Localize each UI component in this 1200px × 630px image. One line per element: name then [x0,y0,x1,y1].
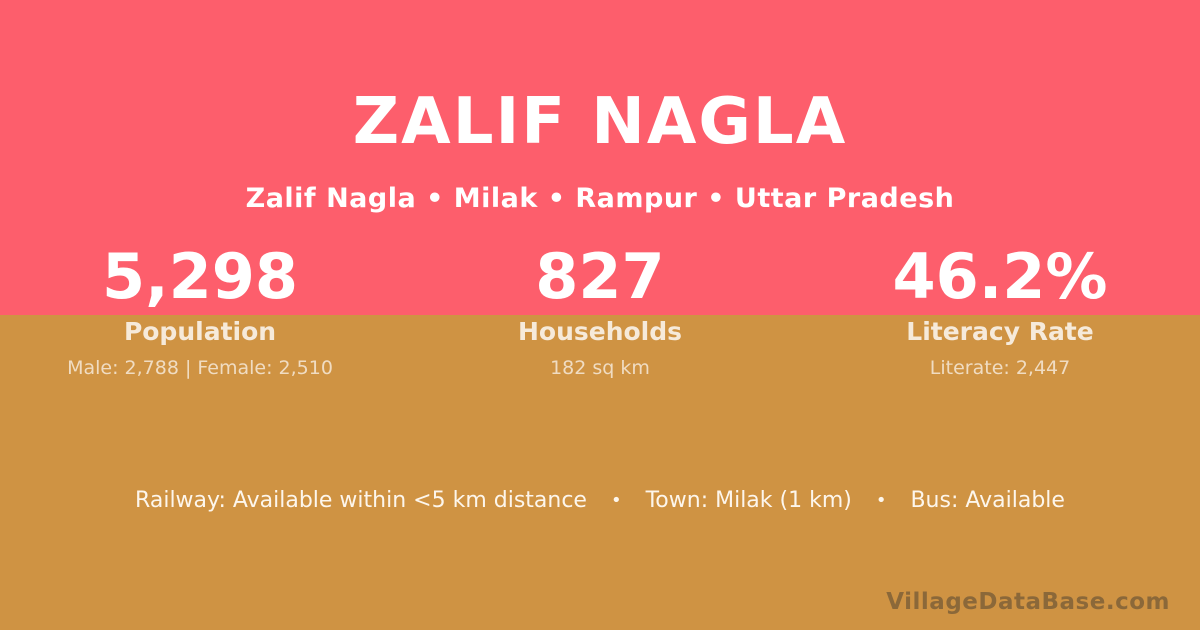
population-label: Population [123,317,277,346]
top-background [0,0,1200,315]
stats-row: 5,298 Population Male: 2,788 | Female: 2… [0,246,1200,380]
village-title: ZALIF NAGLA [352,85,848,159]
breadcrumb: Zalif Nagla • Milak • Rampur • Uttar Pra… [245,183,955,214]
literacy-detail: Literate: 2,447 [929,357,1071,379]
households-detail: 182 sq km [550,357,650,379]
bullet-separator: • [875,490,887,511]
households-label: Households [517,317,683,346]
bullet-separator: • [610,490,622,511]
railway-fact: Railway: Available within <5 km distance [135,488,587,513]
watermark: VillageDataBase.com [886,589,1170,615]
literacy-label: Literacy Rate [906,317,1094,346]
stat-households: 827 Households 182 sq km [400,246,800,380]
bottom-background [0,315,1200,630]
population-detail: Male: 2,788 | Female: 2,510 [67,357,333,379]
bus-fact: Bus: Available [910,488,1065,513]
town-fact: Town: Milak (1 km) [645,488,852,513]
stat-literacy: 46.2% Literacy Rate Literate: 2,447 [800,246,1200,380]
stat-population: 5,298 Population Male: 2,788 | Female: 2… [0,246,400,380]
households-value: 827 [535,240,665,313]
amenities-line: Railway: Available within <5 km distance… [0,486,1200,516]
population-value: 5,298 [101,240,299,313]
literacy-value: 46.2% [892,240,1108,313]
